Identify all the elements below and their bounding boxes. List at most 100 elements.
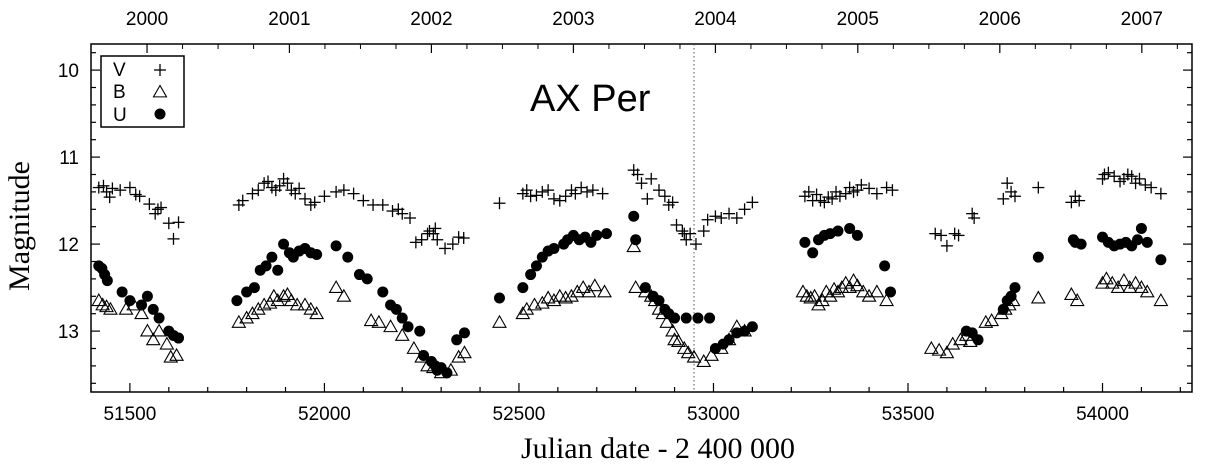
x-tick-label: 52500 bbox=[493, 404, 546, 425]
data-point-v bbox=[452, 231, 465, 244]
data-point-u bbox=[396, 312, 408, 324]
data-point-b bbox=[811, 297, 826, 311]
data-point-v bbox=[252, 184, 265, 197]
data-point-b bbox=[103, 301, 118, 315]
data-point-u bbox=[600, 228, 612, 240]
data-point-v bbox=[293, 182, 306, 195]
data-point-b bbox=[861, 288, 877, 302]
data-point-u bbox=[807, 247, 819, 259]
data-point-b bbox=[799, 288, 815, 302]
legend-label-v: V bbox=[113, 60, 126, 81]
data-point-u bbox=[390, 303, 402, 315]
data-point-b bbox=[99, 299, 115, 313]
data-point-v bbox=[337, 184, 350, 197]
data-point-v bbox=[1154, 187, 1167, 200]
data-point-b bbox=[328, 279, 344, 294]
data-point-u bbox=[704, 312, 716, 324]
data-point-v bbox=[330, 185, 343, 198]
top-year-label: 2001 bbox=[268, 9, 310, 30]
series-u bbox=[93, 210, 1167, 379]
data-point-b bbox=[1128, 275, 1144, 289]
data-point-b bbox=[1133, 279, 1149, 294]
data-point-b bbox=[546, 293, 562, 307]
data-point-u bbox=[272, 264, 284, 276]
data-point-v bbox=[658, 190, 671, 203]
data-point-b bbox=[336, 288, 352, 302]
data-point-b bbox=[145, 332, 161, 346]
data-point-v bbox=[826, 192, 839, 205]
data-point-b bbox=[953, 332, 968, 346]
data-point-b bbox=[406, 340, 422, 354]
data-point-u bbox=[1075, 238, 1087, 250]
data-point-b bbox=[1110, 279, 1126, 294]
data-point-v bbox=[1032, 181, 1045, 194]
data-point-v bbox=[106, 182, 119, 195]
data-point-b bbox=[250, 301, 266, 315]
data-point-v bbox=[641, 192, 654, 205]
legend-box bbox=[100, 55, 185, 128]
data-point-v bbox=[97, 179, 110, 192]
data-point-u bbox=[997, 303, 1009, 315]
y-tick-label: 11 bbox=[59, 148, 79, 169]
data-point-u bbox=[248, 282, 260, 294]
data-point-v bbox=[1133, 172, 1146, 185]
data-point-v bbox=[524, 190, 537, 203]
data-point-b bbox=[1063, 286, 1079, 300]
data-point-v bbox=[404, 212, 417, 224]
data-point-v bbox=[542, 184, 555, 197]
data-point-b bbox=[671, 333, 686, 347]
data-point-b bbox=[151, 323, 167, 337]
data-point-v bbox=[870, 187, 883, 200]
data-point-v bbox=[802, 185, 815, 198]
data-point-u bbox=[1141, 236, 1153, 248]
data-point-u bbox=[231, 295, 243, 307]
data-point-v bbox=[167, 232, 180, 245]
legend-label-b: B bbox=[113, 82, 126, 103]
data-point-b bbox=[289, 297, 305, 311]
data-point-b bbox=[256, 297, 272, 311]
data-point-b bbox=[1116, 273, 1132, 287]
data-point-u bbox=[402, 321, 414, 333]
data-point-u bbox=[278, 238, 290, 250]
data-point-b bbox=[931, 342, 947, 356]
data-point-b bbox=[394, 327, 410, 341]
y-axis-title: Magnitude bbox=[3, 161, 36, 291]
data-point-u bbox=[1155, 254, 1167, 266]
data-point-v bbox=[530, 189, 543, 202]
data-point-b bbox=[1098, 271, 1114, 285]
data-point-v bbox=[653, 184, 666, 197]
legend-marker-v bbox=[154, 64, 166, 76]
data-point-v bbox=[429, 222, 442, 235]
data-point-b bbox=[169, 347, 185, 361]
data-point-b bbox=[1030, 290, 1046, 304]
data-point-u bbox=[832, 225, 844, 237]
data-point-b bbox=[383, 319, 399, 333]
data-point-v bbox=[645, 172, 658, 185]
legend-label-u: U bbox=[113, 105, 127, 126]
data-point-v bbox=[635, 177, 648, 190]
data-point-b bbox=[1095, 275, 1110, 289]
data-point-b bbox=[492, 314, 507, 328]
data-point-b bbox=[1153, 293, 1169, 307]
data-point-b bbox=[704, 347, 719, 361]
data-point-u bbox=[101, 275, 113, 287]
data-point-v bbox=[738, 203, 751, 216]
data-point-v bbox=[236, 194, 249, 207]
data-point-v bbox=[347, 187, 360, 200]
data-point-u bbox=[173, 332, 185, 344]
series-v bbox=[92, 164, 1167, 255]
data-point-v bbox=[123, 181, 136, 194]
data-point-b bbox=[231, 314, 247, 328]
data-point-v bbox=[730, 212, 743, 224]
data-point-b bbox=[371, 314, 387, 328]
top-year-label: 2002 bbox=[410, 9, 452, 30]
data-point-u bbox=[441, 367, 453, 379]
data-point-u bbox=[799, 236, 811, 248]
data-point-u bbox=[548, 242, 560, 254]
data-point-v bbox=[446, 238, 459, 251]
x-tick-label: 53000 bbox=[687, 404, 740, 425]
series-layer bbox=[91, 164, 1169, 379]
data-point-v bbox=[680, 233, 693, 246]
data-point-b bbox=[978, 314, 994, 328]
